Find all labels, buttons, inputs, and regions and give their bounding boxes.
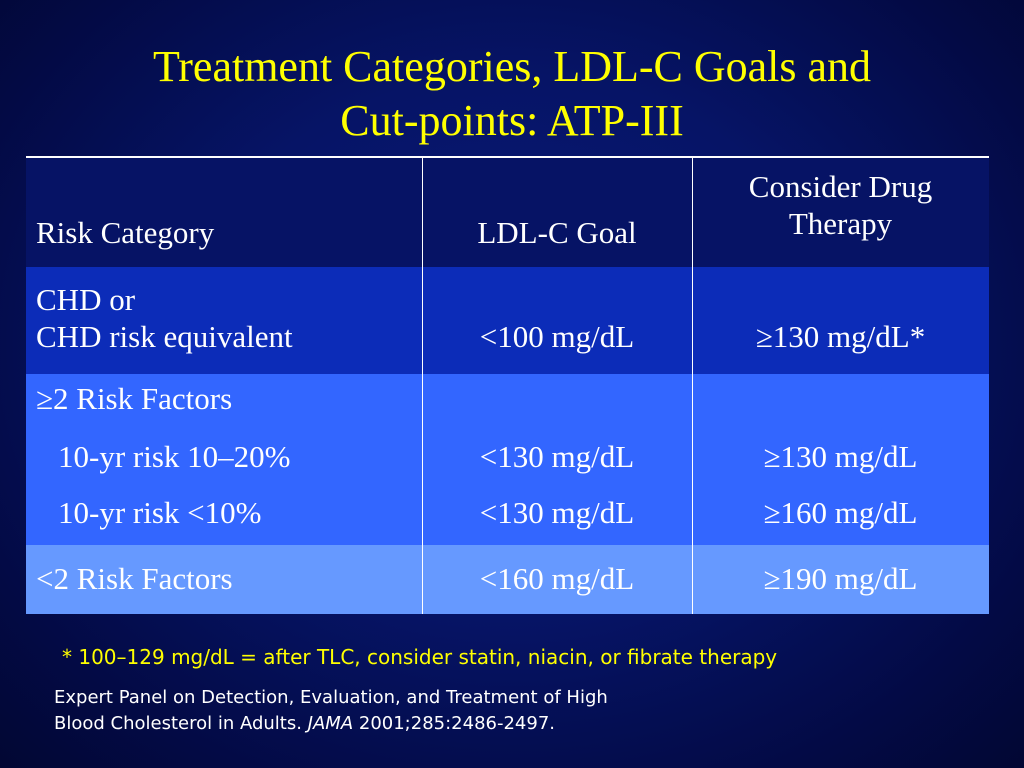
table-top-border [26, 156, 989, 158]
table-column-divider-1 [422, 158, 423, 614]
header-drug-therapy-line-2: Therapy [788, 206, 893, 241]
row-less2-goal: <160 mg/dL [479, 561, 635, 596]
row-2plus-sub-2-label: 10-yr risk <10% [58, 495, 262, 530]
row-chd-category-line-1: CHD or [36, 282, 136, 317]
table-header-row: Risk Category LDL-C Goal Consider Drug T… [26, 158, 989, 267]
row-2plus-sub-1-goal: <130 mg/dL [479, 439, 635, 474]
table-column-divider-2 [692, 158, 693, 614]
row-2plus-sub-1-therapy: ≥130 mg/dL [763, 439, 918, 474]
footnote: * 100–129 mg/dL = after TLC, consider st… [62, 645, 778, 669]
row-less2-category: <2 Risk Factors [36, 561, 233, 596]
header-drug-therapy-line-1: Consider Drug [748, 169, 933, 204]
slide-title: Treatment Categories, LDL-C Goals and Cu… [0, 40, 1024, 148]
table-row-less-than-2-risk-factors: <2 Risk Factors <160 mg/dL ≥190 mg/dL [26, 545, 989, 614]
row-2plus-sub-2-goal: <130 mg/dL [479, 495, 635, 530]
reference-citation: Expert Panel on Detection, Evaluation, a… [54, 685, 608, 737]
reference-journal: JAMA [307, 713, 354, 734]
table-row-chd: CHD or CHD risk equivalent <100 mg/dL ≥1… [26, 267, 989, 374]
header-ldl-goal: LDL-C Goal [477, 215, 637, 250]
table-row-2-plus-risk-factors: ≥2 Risk Factors 10-yr risk 10–20% <130 m… [26, 374, 989, 545]
header-drug-therapy: Consider Drug Therapy [692, 168, 989, 242]
row-chd-category-line-2: CHD risk equivalent [36, 319, 293, 354]
slide-title-line-2: Cut-points: ATP-III [340, 96, 684, 145]
reference-line-2: Blood Cholesterol in Adults. JAMA 2001;2… [54, 711, 608, 737]
row-chd-category: CHD or CHD risk equivalent [36, 281, 293, 355]
row-chd-therapy: ≥130 mg/dL* [755, 319, 926, 354]
reference-line-1: Expert Panel on Detection, Evaluation, a… [54, 687, 608, 708]
row-2plus-sub-1-label: 10-yr risk 10–20% [58, 439, 291, 474]
row-less2-therapy: ≥190 mg/dL [763, 561, 918, 596]
reference-line-2-prefix: Blood Cholesterol in Adults. [54, 713, 308, 734]
reference-line-2-suffix: 2001;285:2486-2497. [353, 713, 556, 734]
row-2plus-category: ≥2 Risk Factors [36, 381, 233, 416]
row-2plus-sub-2-therapy: ≥160 mg/dL [763, 495, 918, 530]
slide-title-line-1: Treatment Categories, LDL-C Goals and [152, 42, 872, 91]
header-risk-category: Risk Category [36, 215, 215, 250]
row-chd-goal: <100 mg/dL [479, 319, 635, 354]
ldl-treatment-table: Risk Category LDL-C Goal Consider Drug T… [26, 156, 989, 614]
